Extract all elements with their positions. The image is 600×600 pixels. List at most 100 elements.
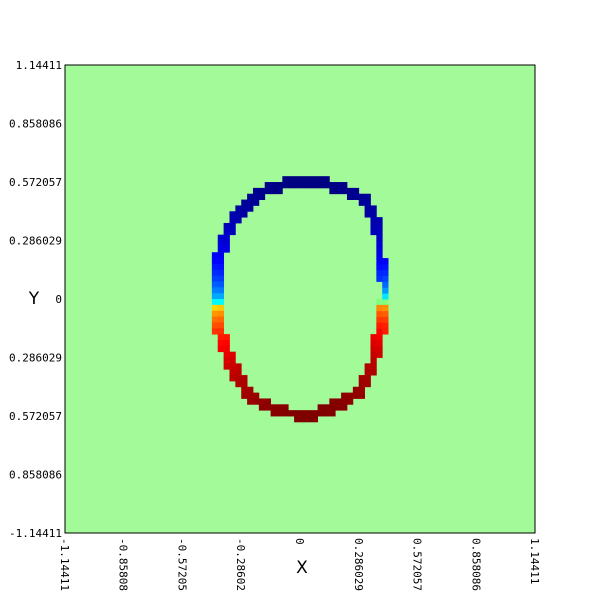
ring-cell <box>241 211 248 218</box>
ring-cell <box>352 386 360 394</box>
ring-cell <box>329 410 336 417</box>
ring-cell <box>270 182 277 189</box>
ring-cell <box>217 252 225 259</box>
ring-cell <box>211 293 219 300</box>
ring-cell <box>329 187 336 195</box>
ring-cell <box>211 316 219 323</box>
ring-cell <box>376 263 383 271</box>
ring-cell <box>364 363 371 370</box>
ring-cell <box>382 316 389 323</box>
ring-cell <box>370 357 377 364</box>
plot-background <box>65 65 535 533</box>
ring-cell <box>247 392 254 399</box>
ring-cell <box>311 416 318 423</box>
ring-cell <box>223 339 230 347</box>
ring-cell <box>270 410 277 417</box>
ring-cell <box>376 316 383 323</box>
x-tick-label: 0.286029 <box>352 538 365 591</box>
ring-cell <box>252 392 260 399</box>
ring-cell <box>364 193 371 200</box>
ring-cell <box>299 410 307 417</box>
ring-cell <box>282 404 289 411</box>
y-tick-label: 0.858086 <box>9 469 62 482</box>
ring-cell <box>376 299 383 306</box>
ring-cell <box>229 369 236 376</box>
ring-cell <box>370 217 377 224</box>
ring-cell <box>223 228 230 236</box>
ring-cell <box>211 252 219 259</box>
ring-cell <box>241 386 248 394</box>
ring-cell <box>370 339 377 347</box>
ring-cell <box>341 392 348 399</box>
ring-cell <box>382 269 389 277</box>
y-tick-label: 0 <box>55 293 62 306</box>
ring-cell <box>294 416 301 423</box>
ring-cell <box>258 398 266 405</box>
ring-cell <box>364 375 371 382</box>
ring-cell <box>382 328 389 335</box>
ring-cell <box>364 369 371 376</box>
ring-cell <box>341 182 348 189</box>
ring-cell <box>223 357 230 364</box>
ring-cell <box>235 380 242 388</box>
ring-cell <box>270 404 277 411</box>
ring-cell <box>217 328 225 335</box>
ring-cell <box>329 182 336 189</box>
ring-cell <box>341 398 348 405</box>
x-tick-label: 0.572057 <box>411 538 424 591</box>
ring-cell <box>376 351 383 358</box>
ring-cell <box>282 410 289 417</box>
ring-cell <box>299 176 307 183</box>
ring-cell <box>376 310 383 317</box>
ring-cell <box>376 334 383 341</box>
ring-cell <box>376 246 383 253</box>
ring-cell <box>370 363 377 370</box>
ring-cell <box>217 287 225 294</box>
ring-cell <box>352 193 360 200</box>
ring-cell <box>294 410 301 417</box>
ring-cell <box>382 287 389 294</box>
ring-cell <box>382 322 389 329</box>
x-tick-labels: -1.14411 -0.85808 -0.57205 -0.28602 0 0.28602… <box>58 538 541 591</box>
ring-cell <box>217 310 225 317</box>
ring-cell <box>235 375 242 382</box>
y-tick-label: -1.14411 <box>9 527 62 540</box>
ring-cell <box>382 304 389 312</box>
ring-cell <box>288 182 295 189</box>
ring-cell <box>376 275 383 282</box>
x-tick-label: 0.858086 <box>469 538 482 591</box>
ring-cell <box>211 299 219 306</box>
ring-cell <box>382 263 389 271</box>
ring-cell <box>264 182 271 189</box>
y-tick-label: 0.572057 <box>9 410 62 423</box>
ring-cell <box>229 228 236 236</box>
y-tick-label: 0.572057 <box>9 176 62 189</box>
ring-cell <box>235 369 242 376</box>
ring-cell <box>335 404 342 411</box>
ring-cell <box>376 322 383 329</box>
ring-cell <box>329 404 336 411</box>
ring-cell <box>305 416 313 423</box>
ring-cell <box>376 258 383 265</box>
ring-cell <box>358 375 365 382</box>
ring-cell <box>276 182 283 189</box>
ring-cell <box>317 182 324 189</box>
ring-cell <box>376 269 383 277</box>
y-tick-labels: 1.14411 0.858086 0.572057 0.286029 0 0.286029… <box>9 59 62 540</box>
ring-cell <box>211 304 219 312</box>
ring-cell <box>382 281 389 288</box>
x-tick-label: 0 <box>293 538 306 545</box>
ring-cell <box>376 328 383 335</box>
ring-cell <box>217 240 225 247</box>
ring-cell <box>217 345 225 353</box>
ring-cell <box>241 392 248 399</box>
ring-cell <box>341 187 348 195</box>
ring-cell <box>217 269 225 277</box>
y-tick-label: 0.286029 <box>9 352 62 365</box>
ring-cell <box>376 304 383 312</box>
ring-cell <box>382 275 389 282</box>
ring-cell <box>305 410 313 417</box>
ring-cell <box>252 199 260 206</box>
ring-cell <box>217 263 225 271</box>
